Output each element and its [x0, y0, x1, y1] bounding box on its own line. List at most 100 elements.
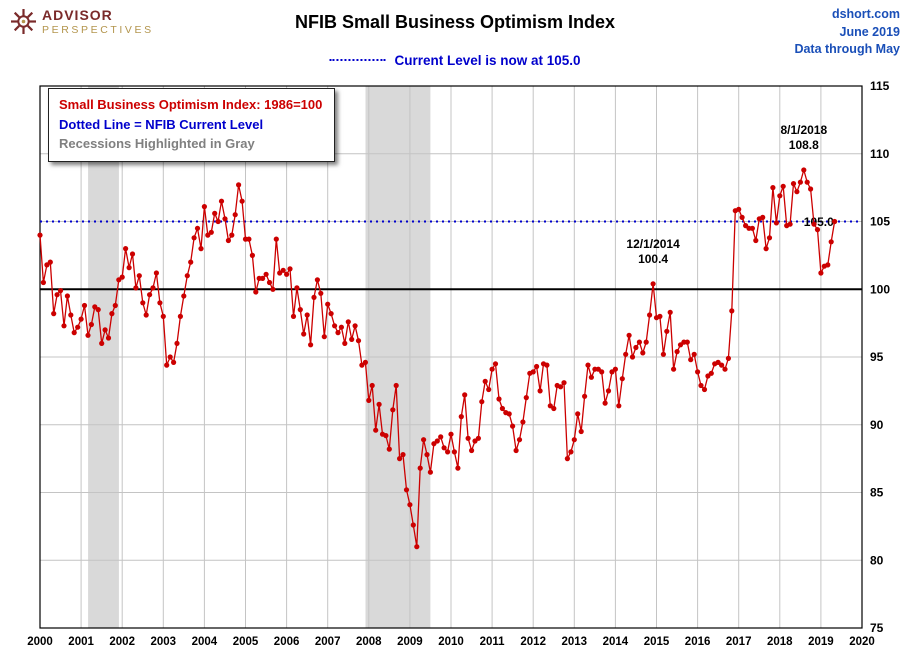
data-point	[506, 411, 512, 417]
data-point	[674, 349, 680, 355]
data-point	[119, 274, 125, 280]
data-point	[308, 342, 314, 348]
data-point	[794, 189, 800, 195]
data-point	[184, 273, 190, 279]
data-point	[421, 437, 427, 443]
data-point	[140, 300, 146, 306]
x-axis-tick-label: 2016	[685, 636, 711, 648]
data-point	[462, 392, 468, 398]
data-point	[455, 465, 461, 471]
data-point	[229, 232, 235, 238]
legend-index-label: Small Business Optimism Index: 1986=100	[59, 97, 323, 112]
data-point	[564, 456, 571, 462]
y-axis-tick-label: 80	[870, 553, 884, 567]
y-axis-tick-label: 95	[870, 350, 884, 364]
data-point	[719, 362, 725, 368]
data-point	[434, 438, 440, 444]
data-point	[218, 198, 225, 204]
data-point	[99, 340, 105, 346]
source-block: dshort.com June 2019 Data through May	[794, 6, 900, 59]
data-point	[181, 293, 187, 299]
x-axis-tick-label: 2017	[726, 636, 752, 648]
data-point	[448, 431, 454, 437]
data-point	[191, 235, 197, 241]
data-point	[301, 331, 307, 337]
plot-border	[39, 85, 863, 629]
data-point	[273, 236, 279, 242]
data-point	[660, 351, 667, 357]
data-point	[465, 435, 471, 441]
data-point	[629, 354, 636, 360]
data-point	[40, 279, 47, 286]
data-point	[177, 313, 183, 319]
annotation-2018-peak: 8/1/2018	[780, 123, 827, 137]
data-point	[136, 273, 142, 279]
data-point	[194, 225, 201, 231]
data-point	[373, 427, 379, 433]
data-point	[201, 204, 207, 210]
data-point	[266, 279, 273, 286]
data-point	[57, 288, 64, 294]
data-point	[568, 449, 574, 455]
data-point	[294, 285, 300, 291]
data-point	[780, 183, 786, 189]
data-point	[126, 265, 132, 271]
data-point	[832, 218, 838, 225]
data-point	[246, 236, 252, 242]
data-point	[102, 327, 108, 333]
data-point	[81, 302, 88, 309]
data-point	[78, 316, 84, 322]
data-point	[486, 386, 492, 393]
x-axis-tick-label: 2011	[480, 636, 506, 648]
data-point	[109, 311, 115, 317]
data-point	[534, 363, 540, 370]
data-point	[684, 339, 690, 345]
x-axis-tick-label: 2019	[808, 636, 834, 648]
data-point	[157, 300, 163, 306]
data-point	[701, 386, 708, 393]
data-point	[314, 277, 320, 283]
data-point	[352, 323, 358, 329]
data-point	[787, 221, 793, 227]
x-axis-tick-label: 2020	[849, 636, 875, 648]
data-point	[332, 323, 338, 329]
data-point	[818, 270, 824, 276]
data-point	[599, 369, 605, 375]
legend-recession-label: Recessions Highlighted in Gray	[59, 136, 255, 151]
data-point	[739, 214, 745, 220]
data-point	[68, 312, 74, 318]
x-axis-tick-label: 2014	[603, 636, 629, 648]
data-point	[304, 312, 310, 318]
y-axis-tick-label: 85	[870, 486, 884, 500]
legend-box: Small Business Optimism Index: 1986=100 …	[48, 88, 336, 162]
data-point	[366, 397, 372, 403]
data-point	[88, 321, 94, 328]
data-point	[691, 351, 697, 357]
annotation-2014-point: 100.4	[638, 252, 668, 266]
data-point	[708, 370, 714, 376]
source-date: June 2019	[839, 24, 900, 39]
data-point	[85, 332, 91, 338]
data-point	[544, 362, 550, 368]
data-point	[489, 366, 495, 372]
data-point	[263, 271, 269, 277]
data-point	[253, 289, 259, 295]
data-point	[814, 227, 821, 233]
data-point	[650, 281, 656, 287]
data-point	[349, 336, 355, 342]
data-point	[633, 344, 639, 351]
logo-advisor-text: ADVISOR	[42, 7, 113, 23]
data-point	[479, 399, 485, 405]
data-point	[561, 380, 567, 386]
source-site: dshort.com	[831, 7, 900, 21]
data-point	[400, 452, 406, 458]
data-point	[492, 361, 499, 367]
data-point	[386, 446, 392, 452]
current-level-value-label: 105.0	[804, 215, 834, 229]
data-point	[530, 369, 536, 375]
data-point	[725, 355, 732, 361]
data-point	[612, 366, 619, 372]
data-point	[414, 544, 420, 550]
x-axis-tick-label: 2007	[315, 636, 341, 648]
